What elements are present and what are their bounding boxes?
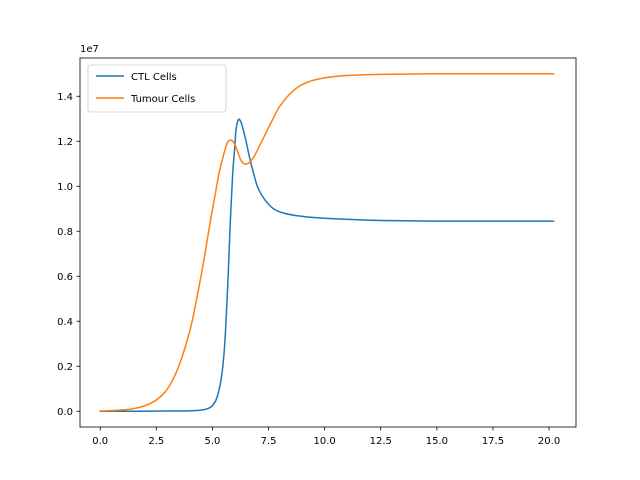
x-tick-label: 12.5: [370, 436, 392, 447]
x-axis: 0.0 2.5 5.0 7.5 10.0 12.5 15.0 17.5 20.0: [92, 427, 560, 447]
x-tick-label: 17.5: [482, 436, 504, 447]
y-tick-label: 0.8: [57, 227, 73, 238]
x-tick-label: 10.0: [314, 436, 336, 447]
y-tick-label: 1.0: [57, 182, 73, 193]
legend-label: CTL Cells: [131, 72, 177, 83]
x-tick-label: 20.0: [538, 436, 560, 447]
x-tick-label: 7.5: [261, 436, 277, 447]
y-tick-label: 1.4: [57, 92, 73, 103]
x-tick-label: 2.5: [148, 436, 164, 447]
y-tick-label: 0.6: [57, 272, 73, 283]
plot-frame: [79, 57, 577, 428]
x-tick-label: 0.0: [92, 436, 108, 447]
series-line-tumour-cells: [99, 72, 555, 412]
legend-label: Tumour Cells: [130, 94, 195, 105]
y-tick-label: 0.4: [57, 317, 73, 328]
x-tick-label: 15.0: [426, 436, 448, 447]
y-axis: 0.0 0.2 0.4 0.6 0.8 1.0 1.2 1.4: [57, 92, 80, 418]
y-tick-label: 0.2: [57, 362, 73, 373]
y-tick-label: 0.0: [57, 407, 73, 418]
y-tick-label: 1.2: [57, 137, 73, 148]
x-tick-label: 5.0: [204, 436, 220, 447]
plot-area: [80, 58, 576, 427]
series-layer: [99, 72, 555, 413]
y-axis-offset-label: 1e7: [80, 44, 99, 55]
series-line-ctl-cells: [99, 118, 555, 413]
legend: CTL Cells Tumour Cells: [87, 64, 227, 113]
